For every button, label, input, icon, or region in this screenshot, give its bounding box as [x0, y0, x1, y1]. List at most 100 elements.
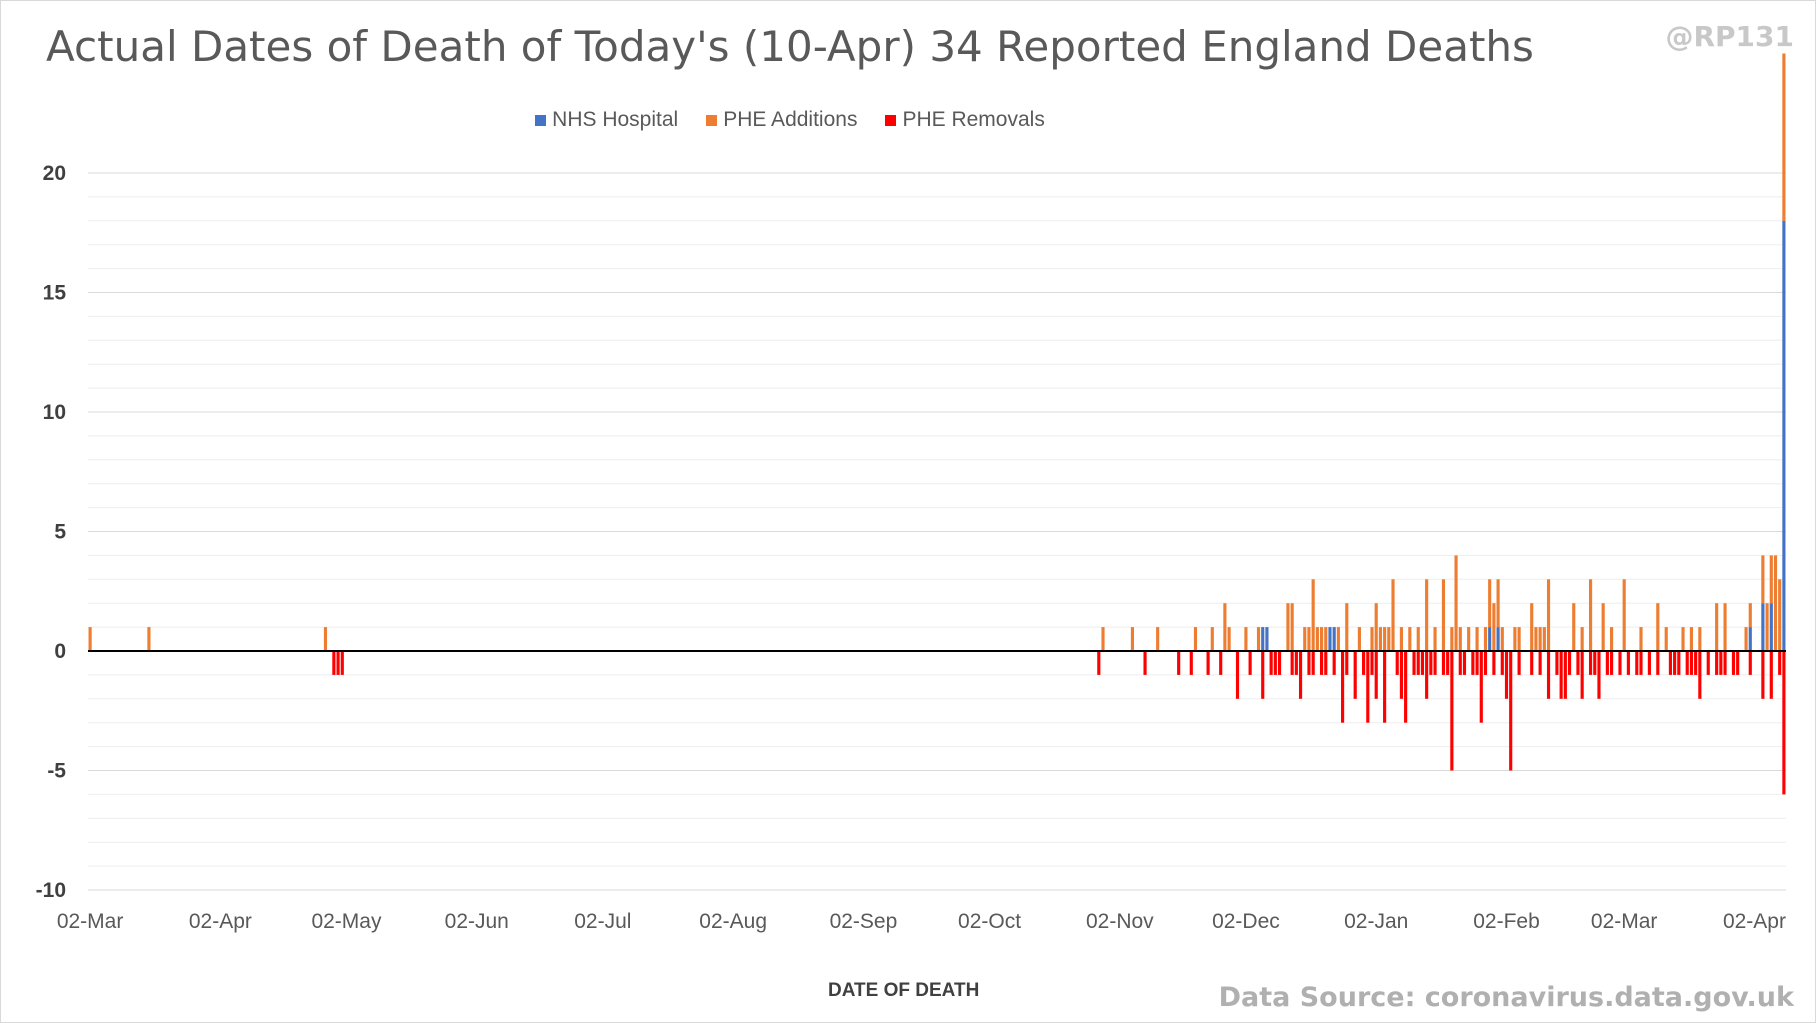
bar-phe-additions — [1408, 627, 1412, 651]
bar-phe-additions — [1336, 627, 1340, 651]
bar-phe-additions — [1748, 603, 1752, 628]
bar-phe-additions — [1765, 603, 1769, 651]
bar-nhs-hospital — [1748, 627, 1752, 651]
bar-phe-removals — [1748, 651, 1752, 675]
bar-phe-removals — [1177, 651, 1181, 675]
bar-phe-additions — [1782, 53, 1786, 221]
bar-phe-removals — [1706, 651, 1710, 675]
bar-phe-additions — [1530, 603, 1534, 651]
bar-phe-removals — [1538, 651, 1542, 675]
bar-phe-removals — [1635, 651, 1639, 675]
bar-phe-additions — [1130, 627, 1135, 651]
bar-phe-removals — [1546, 651, 1551, 699]
bar-phe-additions — [1483, 627, 1488, 651]
bar-phe-removals — [1626, 651, 1630, 675]
bar-nhs-hospital — [1496, 627, 1500, 651]
bar-phe-additions — [1227, 627, 1231, 651]
bar-phe-additions — [88, 627, 92, 651]
bar-phe-removals — [1429, 651, 1433, 675]
bar-phe-removals — [1269, 651, 1273, 675]
bar-phe-removals — [1143, 651, 1147, 675]
bar-phe-additions — [1101, 627, 1105, 651]
bar-nhs-hospital — [1782, 220, 1786, 652]
bar-phe-removals — [1219, 651, 1223, 675]
bar-phe-additions — [1496, 579, 1500, 628]
bar-phe-removals — [1618, 651, 1622, 675]
bar-phe-additions — [1513, 627, 1517, 651]
bar-phe-additions — [1256, 627, 1261, 651]
bar-phe-removals — [1404, 651, 1408, 723]
bar-phe-removals — [1412, 651, 1416, 675]
bar-phe-removals — [1425, 651, 1429, 699]
bar-phe-additions — [1475, 627, 1479, 651]
x-tick-label: 02-Jun — [445, 910, 509, 933]
bar-phe-additions — [1698, 627, 1702, 651]
bar-phe-removals — [1399, 651, 1404, 699]
bar-phe-removals — [1610, 651, 1614, 675]
bar-phe-additions — [323, 627, 328, 651]
bar-phe-additions — [147, 627, 151, 651]
bar-phe-removals — [1736, 651, 1740, 675]
bar-phe-additions — [1450, 627, 1454, 651]
bar-phe-removals — [1370, 651, 1374, 675]
x-tick-label: 02-Oct — [958, 910, 1021, 933]
bar-phe-additions — [1454, 555, 1458, 651]
bar-phe-additions — [1500, 627, 1504, 651]
bar-phe-additions — [1357, 627, 1361, 651]
bar-phe-additions — [1488, 579, 1492, 628]
bar-phe-additions — [1773, 555, 1778, 651]
bar-phe-removals — [336, 651, 340, 675]
bar-phe-removals — [1416, 651, 1420, 675]
bar-phe-additions — [1210, 627, 1214, 651]
bar-phe-additions — [1425, 579, 1429, 651]
bar-phe-removals — [1374, 651, 1378, 699]
bar-nhs-hospital — [1769, 603, 1773, 651]
bar-phe-removals — [332, 651, 336, 675]
bar-phe-removals — [1261, 651, 1265, 699]
bar-phe-additions — [1387, 627, 1391, 651]
bar-phe-removals — [1668, 651, 1672, 675]
bar-phe-removals — [1782, 651, 1786, 795]
bar-phe-additions — [1383, 627, 1387, 651]
bar-phe-additions — [1370, 627, 1374, 651]
x-tick-label: 02-Jan — [1344, 910, 1408, 933]
bar-phe-removals — [1563, 651, 1567, 699]
bar-nhs-hospital — [1332, 627, 1336, 651]
y-tick-label: -10 — [36, 879, 66, 902]
bar-phe-additions — [1286, 603, 1290, 651]
legend-label-phe-additions: PHE Additions — [723, 108, 858, 131]
bar-phe-additions — [1538, 627, 1542, 651]
x-tick-label: 02-Jul — [574, 910, 631, 933]
bar-phe-removals — [1307, 651, 1311, 675]
bar-phe-removals — [1580, 651, 1584, 699]
bar-nhs-hospital — [1261, 627, 1265, 651]
bar-phe-additions — [1307, 627, 1311, 651]
bar-phe-additions — [1311, 579, 1315, 651]
bar-phe-removals — [1673, 651, 1677, 675]
bar-phe-removals — [1492, 651, 1496, 675]
x-tick-label: 02-Apr — [189, 910, 252, 933]
bar-phe-removals — [1647, 651, 1651, 675]
bar-phe-additions — [1572, 603, 1576, 651]
bar-phe-additions — [1769, 555, 1773, 604]
bar-phe-removals — [1383, 651, 1387, 723]
bar-phe-additions — [1689, 627, 1694, 651]
bar-phe-removals — [1769, 651, 1773, 699]
bar-phe-removals — [1685, 651, 1689, 675]
bar-phe-removals — [1723, 651, 1727, 675]
bar-phe-additions — [1290, 603, 1294, 651]
bar-phe-removals — [1559, 651, 1563, 699]
legend-label-nhs-hospital: NHS Hospital — [552, 108, 679, 131]
bar-phe-removals — [1567, 651, 1572, 675]
bar-phe-additions — [1580, 627, 1584, 651]
bar-phe-additions — [1542, 627, 1546, 651]
bar-phe-additions — [1534, 627, 1538, 651]
bar-nhs-hospital — [1265, 627, 1269, 651]
bar-phe-additions — [1391, 579, 1395, 651]
legend-swatch-nhs-hospital — [535, 114, 547, 126]
bar-phe-additions — [1433, 627, 1437, 651]
bar-phe-additions — [1324, 627, 1328, 651]
bar-phe-removals — [1248, 651, 1252, 675]
bar-phe-additions — [1744, 627, 1748, 651]
bar-phe-removals — [1530, 651, 1534, 675]
